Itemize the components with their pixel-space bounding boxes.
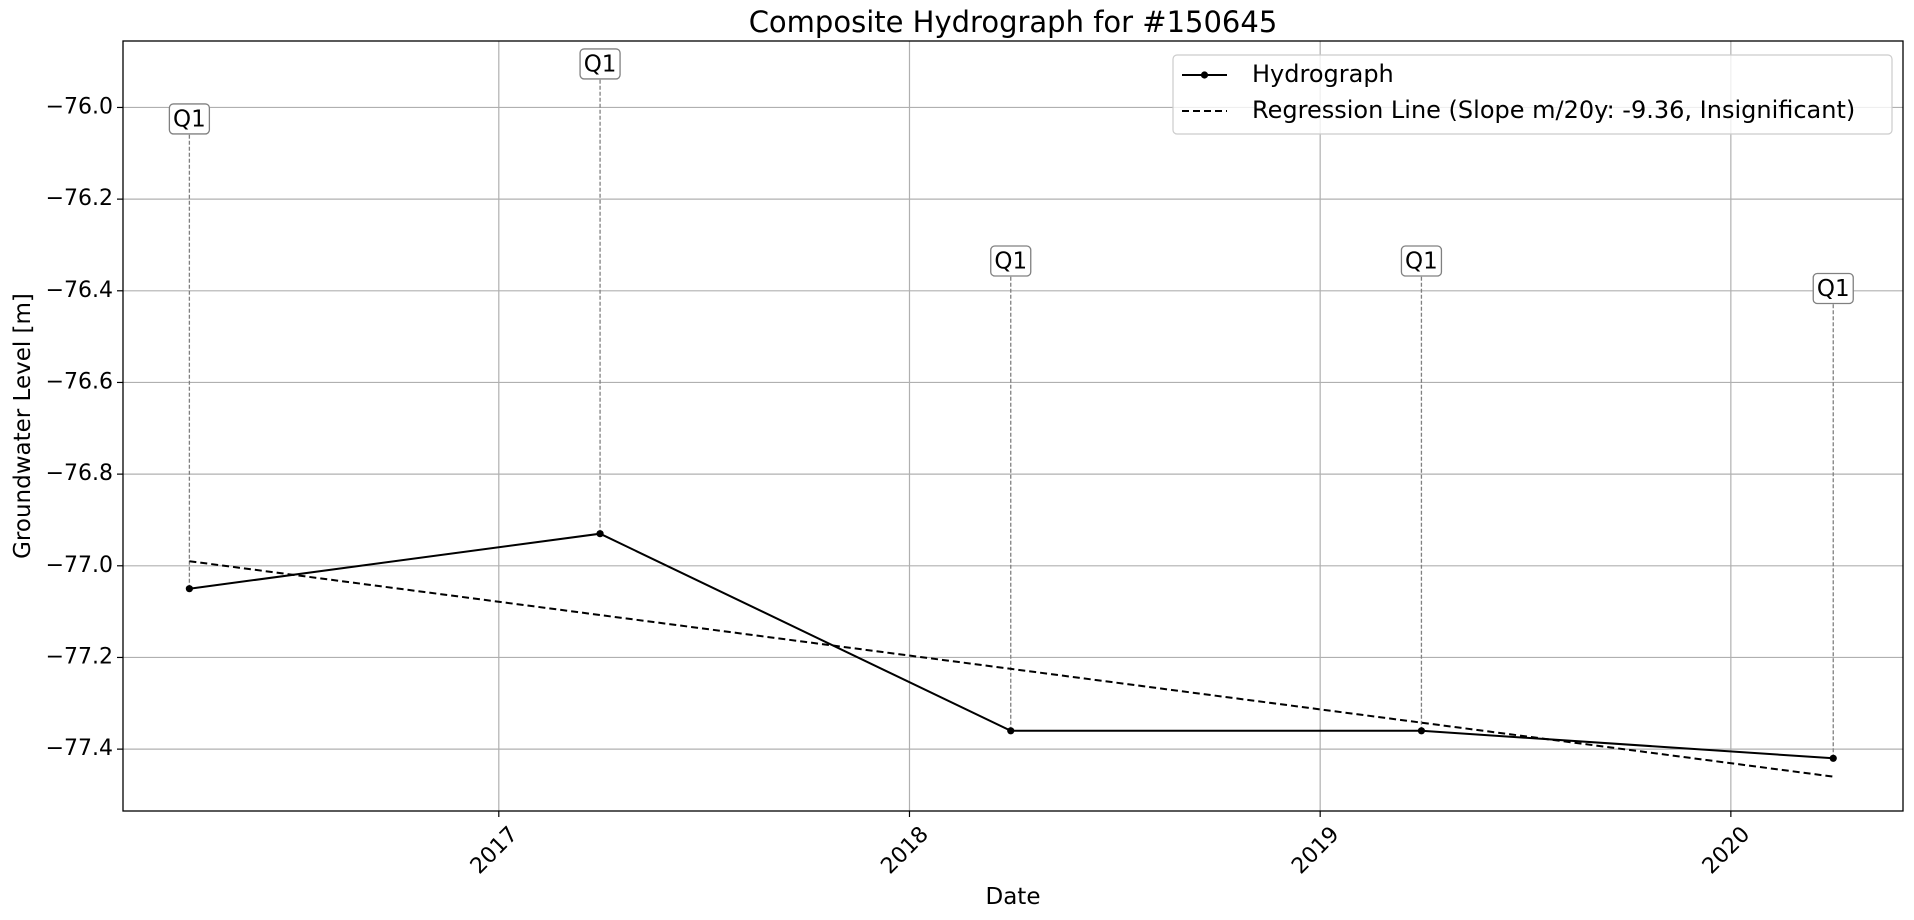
hydrograph-point [185, 585, 193, 593]
hydrograph-point [1417, 727, 1426, 735]
annotation-label: Q1 [1817, 276, 1850, 302]
legend-box [1172, 54, 1893, 135]
x-axis-label: Date [986, 884, 1041, 910]
x-tick-label: 2018 [876, 822, 933, 879]
y-tick-label: −76.0 [46, 94, 113, 119]
annotation-label: Q1 [173, 106, 206, 132]
annotation-label: Q1 [994, 249, 1027, 275]
annotation-box [168, 103, 211, 135]
hydrograph-point [1829, 754, 1837, 762]
y-tick-label: −76.6 [46, 369, 113, 394]
legend-marker-hydrograph [1200, 71, 1209, 79]
y-tick-label: −76.2 [46, 186, 113, 211]
regression-line [189, 560, 1834, 778]
legend-entry-regression: Regression Line (Slope m/20y: -9.36, Ins… [1252, 96, 1855, 124]
y-tick-label: −77.0 [46, 553, 113, 578]
annotation-box [1812, 272, 1854, 305]
annotation-label: Q1 [584, 51, 617, 77]
y-axis-label: Groundwater Level [m] [10, 293, 36, 559]
annotation-labels: Q1 Q1 Q1 Q1 Q1 [168, 48, 1854, 305]
x-tick-label: 2019 [1287, 822, 1344, 879]
legend: Hydrograph Regression Line (Slope m/20y:… [1172, 54, 1893, 135]
hydrograph-point [1007, 727, 1015, 735]
annotation-lines [188, 63, 1834, 759]
x-tick-label: 2020 [1698, 822, 1755, 879]
y-tick-label: −77.4 [46, 736, 113, 761]
y-tick-label: −76.8 [46, 461, 113, 486]
annotation-box [579, 48, 621, 80]
annotation-box [990, 245, 1032, 277]
legend-entry-hydrograph: Hydrograph [1252, 60, 1394, 88]
chart-title: Composite Hydrograph for #150645 [749, 5, 1278, 39]
y-tick-label: −76.4 [46, 278, 113, 303]
hydrograph-point [596, 530, 604, 538]
grid [123, 41, 1903, 811]
x-tick-label: 2017 [466, 822, 523, 879]
annotation-label: Q1 [1405, 249, 1438, 275]
axis-ticks: 2017 2018 2019 2020 −76.0 −76.2 −76.4 −76.6 −76.… [46, 94, 1756, 879]
plot-area-frame [122, 40, 1904, 812]
y-tick-label: −77.2 [46, 644, 113, 669]
series-layer [185, 530, 1837, 778]
annotation-box [1400, 245, 1443, 277]
